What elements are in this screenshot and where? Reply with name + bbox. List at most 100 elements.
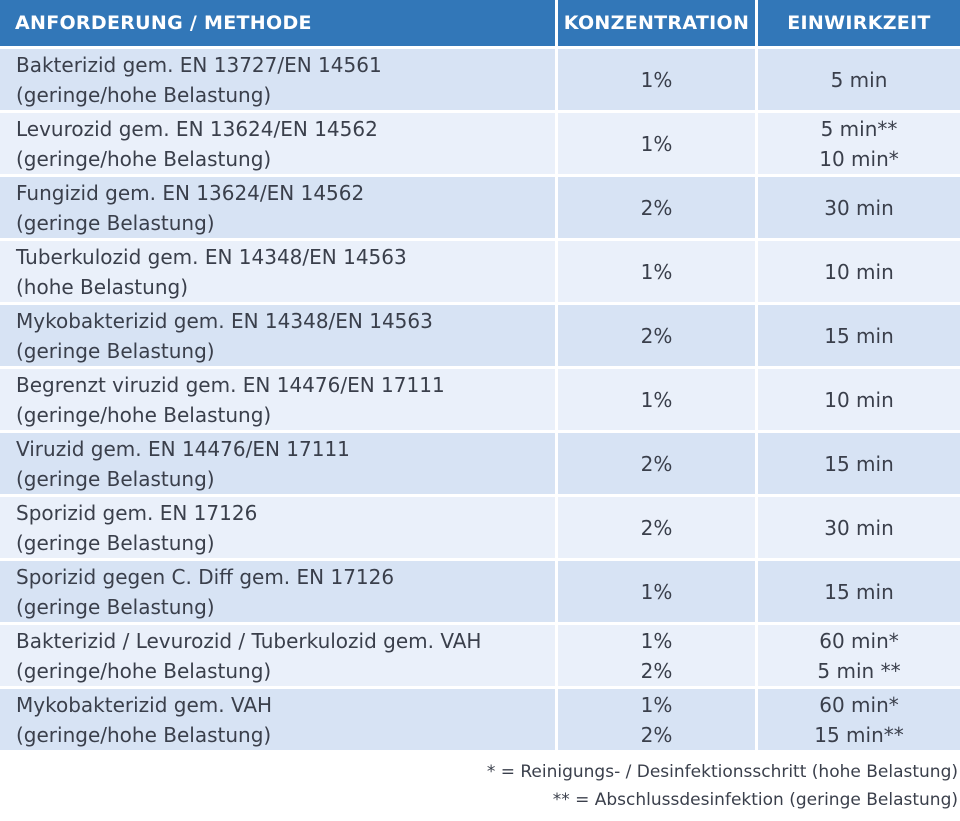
time-cell-line: 10 min* (819, 146, 899, 171)
concentration-cell-line: 1% (640, 628, 673, 653)
concentration-cell-line: 1% (640, 67, 673, 92)
footnote: ** = Abschlussdesinfektion (geringe Bela… (552, 790, 958, 810)
time-cell: 30 min (755, 174, 960, 238)
table-row: Sporizid gegen C. Diff gem. EN 17126 (ger… (0, 558, 960, 622)
concentration-cell: 1% 2% (555, 622, 755, 686)
table-row: Sporizid gem. EN 17126 (geringe Belastung… (0, 494, 960, 558)
time-cell: 60 min* 15 min** (755, 686, 960, 750)
table-header: ANFORDERUNG / METHODE KONZENTRATION EINW… (0, 0, 960, 46)
concentration-cell: 2% (555, 494, 755, 558)
method-cell-line: (geringe/hohe Belastung) (16, 146, 272, 171)
concentration-cell: 2% (555, 430, 755, 494)
method-cell: Mykobakterizid gem. VAH (geringe/hohe Bel… (0, 686, 555, 750)
column-header-method: ANFORDERUNG / METHODE (0, 0, 555, 46)
time-cell-line: 15 min** (814, 722, 904, 747)
footnotes: * = Reinigungs- / Desinfektionsschritt (… (0, 758, 960, 814)
method-cell-line: (hohe Belastung) (16, 274, 189, 299)
method-cell-line: (geringe Belastung) (16, 210, 215, 235)
method-cell-line: (geringe Belastung) (16, 594, 215, 619)
concentration-cell-line: 1% (640, 259, 673, 284)
method-cell-line: Sporizid gem. EN 17126 (16, 500, 258, 525)
concentration-cell-line: 2% (640, 722, 673, 747)
column-header-concentration: KONZENTRATION (555, 0, 755, 46)
table-body: Bakterizid gem. EN 13727/EN 14561 (gering… (0, 46, 960, 750)
concentration-cell-line: 1% (640, 692, 673, 717)
time-cell: 5 min** 10 min* (755, 110, 960, 174)
method-cell-line: Begrenzt viruzid gem. EN 14476/EN 17111 (16, 372, 445, 397)
concentration-cell-line: 1% (640, 131, 673, 156)
time-cell: 10 min (755, 238, 960, 302)
concentration-cell: 2% (555, 302, 755, 366)
method-cell-line: Fungizid gem. EN 13624/EN 14562 (16, 180, 365, 205)
time-cell-line: 5 min** (820, 116, 898, 141)
table-row: Viruzid gem. EN 14476/EN 17111 (geringe B… (0, 430, 960, 494)
time-cell: 15 min (755, 430, 960, 494)
method-cell: Levurozid gem. EN 13624/EN 14562 (geringe… (0, 110, 555, 174)
method-cell-line: Bakterizid / Levurozid / Tuberkulozid ge… (16, 628, 482, 653)
table-row: Levurozid gem. EN 13624/EN 14562 (geringe… (0, 110, 960, 174)
concentration-cell-line: 2% (640, 515, 673, 540)
time-cell-line: 15 min (824, 323, 894, 348)
table-row: Bakterizid / Levurozid / Tuberkulozid ge… (0, 622, 960, 686)
concentration-cell: 1% (555, 238, 755, 302)
method-cell-line: (geringe Belastung) (16, 530, 215, 555)
method-cell-line: (geringe Belastung) (16, 466, 215, 491)
time-cell: 10 min (755, 366, 960, 430)
concentration-cell: 2% (555, 174, 755, 238)
table-row: Mykobakterizid gem. EN 14348/EN 14563 (ge… (0, 302, 960, 366)
concentration-cell: 1% (555, 110, 755, 174)
method-cell: Tuberkulozid gem. EN 14348/EN 14563 (hohe… (0, 238, 555, 302)
disinfection-table: ANFORDERUNG / METHODE KONZENTRATION EINW… (0, 0, 960, 750)
time-cell: 60 min* 5 min ** (755, 622, 960, 686)
time-cell: 15 min (755, 302, 960, 366)
concentration-cell: 1% (555, 558, 755, 622)
footnote: * = Reinigungs- / Desinfektionsschritt (… (486, 762, 958, 782)
method-cell: Fungizid gem. EN 13624/EN 14562 (geringe … (0, 174, 555, 238)
time-cell-line: 30 min (824, 195, 894, 220)
time-cell-line: 5 min ** (817, 658, 901, 683)
time-cell-line: 5 min (830, 67, 888, 92)
method-cell: Bakterizid gem. EN 13727/EN 14561 (gering… (0, 46, 555, 110)
method-cell: Begrenzt viruzid gem. EN 14476/EN 17111 (… (0, 366, 555, 430)
method-cell-line: Mykobakterizid gem. VAH (16, 692, 273, 717)
concentration-cell-line: 2% (640, 323, 673, 348)
column-header-time: EINWIRKZEIT (755, 0, 960, 46)
method-cell-line: (geringe/hohe Belastung) (16, 82, 272, 107)
concentration-cell-line: 2% (640, 658, 673, 683)
method-cell: Sporizid gem. EN 17126 (geringe Belastung… (0, 494, 555, 558)
time-cell: 5 min (755, 46, 960, 110)
method-cell-line: Mykobakterizid gem. EN 14348/EN 14563 (16, 308, 433, 333)
table-row: Bakterizid gem. EN 13727/EN 14561 (gering… (0, 46, 960, 110)
method-cell-line: Viruzid gem. EN 14476/EN 17111 (16, 436, 350, 461)
method-cell: Viruzid gem. EN 14476/EN 17111 (geringe B… (0, 430, 555, 494)
time-cell-line: 60 min* (819, 692, 899, 717)
method-cell-line: Levurozid gem. EN 13624/EN 14562 (16, 116, 378, 141)
time-cell: 30 min (755, 494, 960, 558)
time-cell-line: 60 min* (819, 628, 899, 653)
time-cell-line: 10 min (824, 387, 894, 412)
table-row: Fungizid gem. EN 13624/EN 14562 (geringe … (0, 174, 960, 238)
method-cell-line: Bakterizid gem. EN 13727/EN 14561 (16, 52, 382, 77)
time-cell-line: 30 min (824, 515, 894, 540)
table-row: Tuberkulozid gem. EN 14348/EN 14563 (hohe… (0, 238, 960, 302)
method-cell-line: (geringe/hohe Belastung) (16, 722, 272, 747)
time-cell-line: 15 min (824, 579, 894, 604)
time-cell: 15 min (755, 558, 960, 622)
concentration-cell: 1% (555, 46, 755, 110)
concentration-cell: 1% (555, 366, 755, 430)
method-cell-line: (geringe/hohe Belastung) (16, 658, 272, 683)
concentration-cell-line: 2% (640, 451, 673, 476)
table-row: Begrenzt viruzid gem. EN 14476/EN 17111 (… (0, 366, 960, 430)
concentration-cell-line: 2% (640, 195, 673, 220)
method-cell: Mykobakterizid gem. EN 14348/EN 14563 (ge… (0, 302, 555, 366)
concentration-cell: 1% 2% (555, 686, 755, 750)
method-cell: Sporizid gegen C. Diff gem. EN 17126 (ger… (0, 558, 555, 622)
method-cell-line: Sporizid gegen C. Diff gem. EN 17126 (16, 564, 395, 589)
method-cell-line: Tuberkulozid gem. EN 14348/EN 14563 (16, 244, 407, 269)
method-cell-line: (geringe/hohe Belastung) (16, 402, 272, 427)
header-row: ANFORDERUNG / METHODE KONZENTRATION EINW… (0, 0, 960, 46)
table-row: Mykobakterizid gem. VAH (geringe/hohe Bel… (0, 686, 960, 750)
method-cell: Bakterizid / Levurozid / Tuberkulozid ge… (0, 622, 555, 686)
time-cell-line: 10 min (824, 259, 894, 284)
method-cell-line: (geringe Belastung) (16, 338, 215, 363)
